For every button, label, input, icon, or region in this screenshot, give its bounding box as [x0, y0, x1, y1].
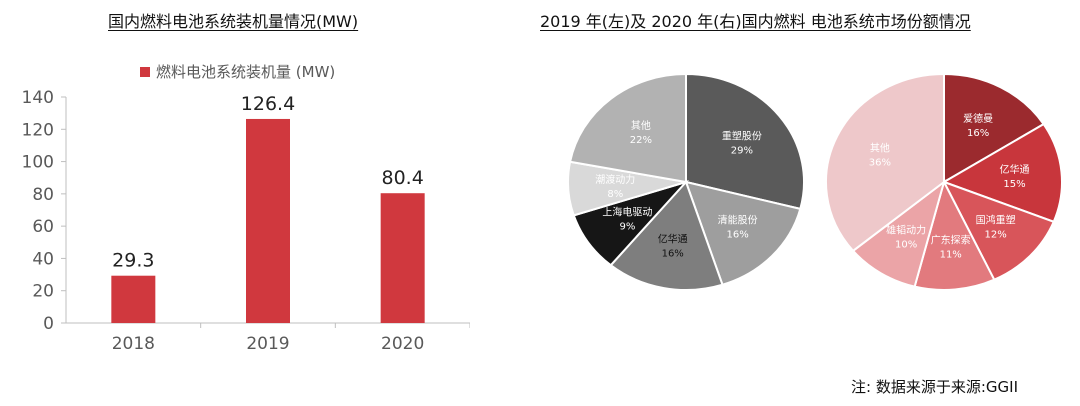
slice-percent-label: 16%	[967, 128, 989, 139]
pie-slice	[941, 180, 1056, 282]
y-tick-label: 140	[22, 88, 54, 108]
slice-percent-label: 16%	[726, 229, 748, 240]
slice-name-label: 清能股份	[718, 213, 758, 226]
x-tick-label: 2019	[246, 334, 289, 354]
pie-slice	[913, 179, 996, 291]
slice-percent-label: 15%	[1003, 179, 1025, 190]
slice-name-label: 亿华通	[658, 233, 688, 246]
slice-name-label: 潮渡动力	[595, 173, 635, 186]
pie-slice	[684, 180, 802, 286]
pie-slice	[851, 179, 946, 288]
pie-slice	[685, 72, 805, 211]
slice-name-label: 其他	[870, 141, 890, 154]
bar	[246, 118, 290, 323]
slice-name-label: 广东探索	[931, 234, 971, 247]
y-tick-label: 20	[32, 282, 54, 302]
pie-2020: 爱德曼 16% 亿华通 15% 国鸿重塑 12% 广东探索 11% 雄韬动力 10% 其他 36%	[825, 72, 1063, 291]
pie-charts: 重塑股份 29% 清能股份 16% 亿华通 16% 上海电驱动 9% 潮渡动力 8% 其他 22% 爱德…	[567, 72, 1063, 291]
x-tick-label: 2018	[112, 334, 155, 354]
legend-swatch	[140, 67, 150, 77]
pie-slice	[941, 122, 1063, 224]
slice-percent-label: 11%	[940, 250, 962, 261]
bar	[111, 275, 156, 323]
source-footnote: 注: 数据来源于来源:GGII	[851, 378, 1018, 396]
slice-name-label: 重塑股份	[722, 129, 762, 142]
bar-chart-title: 国内燃料电池系统装机量情况(MW)	[108, 12, 359, 31]
slice-name-label: 雄韬动力	[886, 224, 926, 237]
y-tick-label: 60	[32, 217, 54, 237]
slice-name-label: 其他	[631, 119, 651, 132]
pie-slice	[609, 180, 724, 291]
pie-slice	[825, 72, 945, 253]
slice-percent-label: 16%	[662, 249, 684, 260]
slice-percent-label: 22%	[630, 135, 652, 146]
legend-label: 燃料电池系统装机量 (MW)	[156, 63, 335, 81]
y-tick-label: 100	[22, 153, 54, 173]
slice-percent-label: 36%	[869, 157, 891, 168]
slice-percent-label: 9%	[619, 221, 635, 232]
slice-percent-label: 29%	[731, 145, 753, 156]
slice-name-label: 爱德曼	[963, 112, 993, 125]
slice-percent-label: 12%	[984, 229, 1006, 240]
y-tick-label: 0	[43, 314, 54, 334]
y-tick-label: 120	[22, 120, 54, 140]
slice-percent-label: 10%	[895, 240, 917, 251]
pie-slice	[568, 72, 687, 184]
bar-value-label: 126.4	[241, 93, 295, 115]
bar-chart: 燃料电池系统装机量 (MW) 0 20 40 60 80 100 120 140 29.3 2018…	[22, 63, 470, 354]
pie-slice	[943, 72, 1046, 184]
bar-value-label: 80.4	[382, 167, 424, 189]
y-tick-label: 80	[32, 185, 54, 205]
bar-value-label: 29.3	[112, 250, 154, 272]
slice-percent-label: 8%	[607, 189, 623, 200]
pie-charts-title: 2019 年(左)及 2020 年(右)国内燃料 电池系统市场份额情况	[540, 12, 971, 31]
slice-name-label: 上海电驱动	[602, 205, 652, 218]
bar	[380, 193, 425, 323]
slice-name-label: 国鸿重塑	[976, 213, 1016, 226]
slice-name-label: 亿华通	[1000, 163, 1030, 176]
y-tick-label: 40	[32, 249, 54, 269]
pie-2019: 重塑股份 29% 清能股份 16% 亿华通 16% 上海电驱动 9% 潮渡动力 8% 其他 22%	[567, 72, 805, 291]
x-tick-label: 2020	[381, 334, 424, 354]
